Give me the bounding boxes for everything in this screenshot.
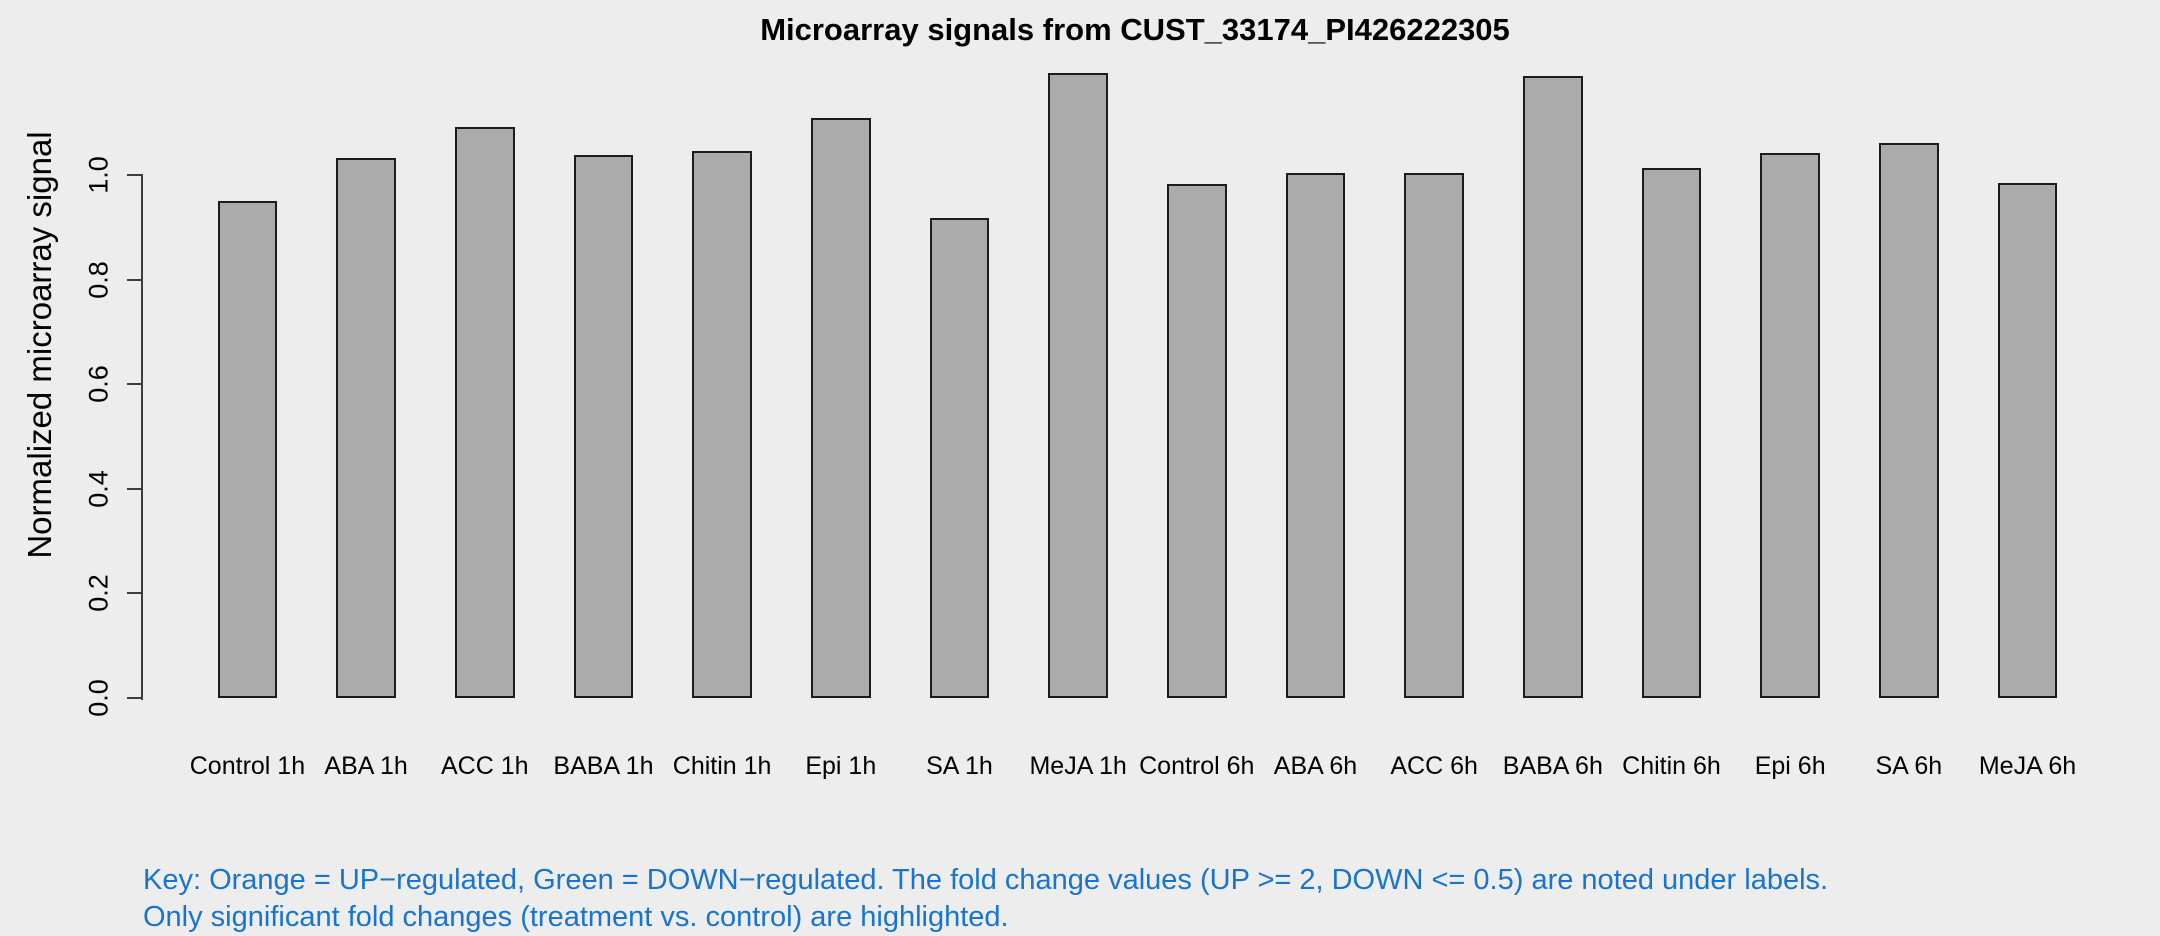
bar-aba-1h — [336, 157, 396, 698]
y-tick-mark — [127, 278, 143, 281]
bar-meja-1h — [1048, 73, 1108, 698]
bar-control-1h — [217, 200, 278, 698]
key-note-line-1: Key: Orange = UP−regulated, Green = DOWN… — [143, 864, 1829, 896]
bar-chitin-6h — [1641, 167, 1702, 698]
x-label-chitin-6h: Chitin 6h — [1622, 752, 1721, 780]
bar-chitin-1h — [692, 150, 752, 698]
key-note: Key: Orange = UP−regulated, Green = DOWN… — [143, 862, 1828, 936]
y-tick-label: 0.8 — [83, 260, 114, 299]
x-label-meja-6h: MeJA 6h — [1978, 752, 2077, 780]
y-tick-mark — [127, 174, 143, 177]
y-tick-mark — [127, 592, 143, 595]
x-label-baba-1h: BABA 1h — [553, 752, 654, 780]
y-tick-label: 0.4 — [83, 470, 114, 508]
bar-epi-1h — [811, 118, 871, 698]
x-label-control-6h: Control 6h — [1139, 752, 1255, 780]
x-label-meja-1h: MeJA 1h — [1029, 752, 1127, 780]
x-label-baba-6h: BABA 6h — [1502, 752, 1603, 780]
x-label-aba-6h: ABA 6h — [1273, 752, 1358, 780]
y-tick-label: 0.2 — [83, 574, 114, 613]
bar-control-6h — [1167, 183, 1227, 698]
y-tick-mark — [127, 487, 143, 490]
x-label-epi-1h: Epi 1h — [805, 752, 877, 780]
bar-epi-6h — [1760, 152, 1820, 698]
x-label-epi-6h: Epi 6h — [1754, 752, 1826, 780]
x-label-acc-1h: ACC 1h — [441, 752, 529, 780]
bar-meja-6h — [1997, 182, 2058, 698]
chart-title: Microarray signals from CUST_33174_PI426… — [760, 12, 1510, 47]
x-label-chitin-1h: Chitin 1h — [672, 752, 772, 780]
y-axis-title: Normalized microarray signal — [21, 131, 58, 559]
x-label-acc-6h: ACC 6h — [1390, 752, 1478, 780]
bar-baba-6h — [1523, 75, 1583, 698]
y-tick-label: 0.6 — [83, 365, 114, 403]
bar-aba-6h — [1285, 172, 1346, 698]
bar-baba-1h — [573, 155, 634, 698]
y-tick-mark — [127, 383, 143, 386]
x-label-aba-1h: ABA 1h — [324, 752, 408, 780]
y-axis-line — [141, 175, 143, 700]
x-label-sa-1h: SA 1h — [926, 752, 993, 780]
bar-acc-6h — [1404, 172, 1464, 698]
y-tick-label: 1.0 — [83, 156, 114, 194]
y-tick-label: 0.0 — [83, 679, 114, 717]
bar-acc-1h — [455, 126, 515, 698]
x-axis-labels-group: Control 1h ABA 1h ACC 1h BABA 1h Chitin 1h Ep… — [0, 748, 2160, 784]
bar-sa-6h — [1879, 142, 1939, 698]
plot-area: 0.0 0.2 0.4 0.6 0.8 1.0 — [84, 60, 2127, 717]
x-label-control-1h: Control 1h — [189, 752, 306, 780]
y-tick-mark — [127, 697, 143, 699]
key-note-line-2: Only significant fold changes (treatment… — [143, 901, 1009, 933]
x-label-sa-6h: SA 6h — [1875, 752, 1943, 780]
bar-sa-1h — [929, 217, 990, 698]
